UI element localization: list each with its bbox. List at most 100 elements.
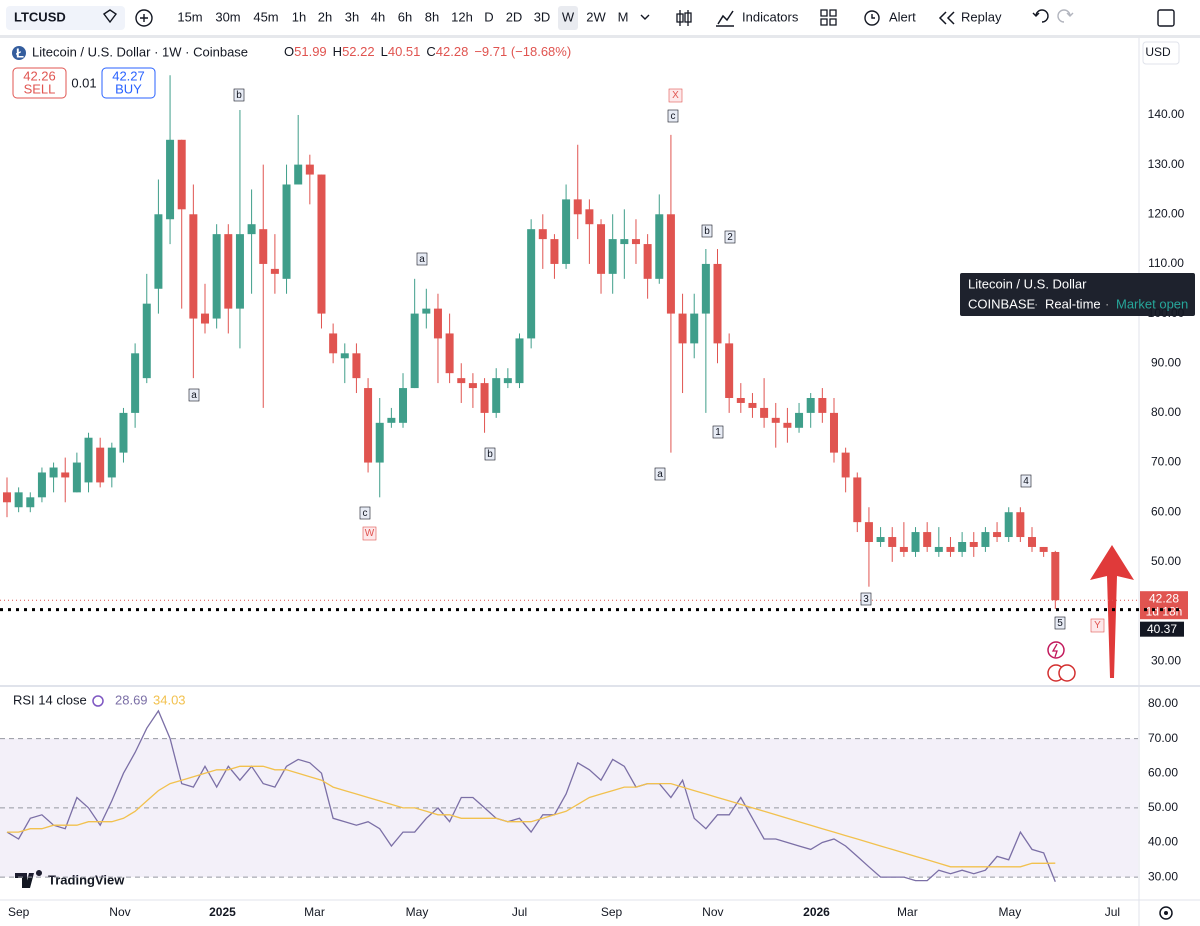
brand-logo — [15, 870, 42, 888]
toolbar-button[interactable]: Alert — [889, 9, 916, 24]
candle-body — [14, 492, 23, 508]
interval[interactable]: 4h — [371, 9, 385, 24]
interval[interactable]: D — [484, 9, 493, 24]
wave-label: 4 — [1023, 476, 1029, 487]
candle-body — [515, 338, 524, 384]
buy-price[interactable]: 42.27 — [112, 68, 145, 83]
candle-body — [294, 164, 303, 185]
candle-body — [352, 353, 361, 379]
toolbar-button[interactable]: Replay — [961, 9, 1002, 24]
indicators-icon[interactable] — [716, 10, 734, 27]
wave-label: a — [419, 254, 425, 265]
x-tick-label: May — [406, 905, 429, 919]
wave-label-box — [667, 109, 679, 123]
interval[interactable]: 12h — [451, 9, 473, 24]
wave-label-box — [359, 506, 371, 520]
ohlc-change: −9.71 (−18.68%) — [474, 44, 571, 59]
y-tick-label: 60.00 — [1151, 504, 1181, 518]
candle-body — [573, 199, 582, 215]
candle-body — [49, 467, 58, 478]
wave-label-box — [1054, 616, 1066, 630]
interval[interactable]: 45m — [253, 9, 278, 24]
wave-label: b — [487, 449, 493, 460]
add-symbol[interactable] — [135, 9, 153, 27]
candle-body — [876, 537, 885, 542]
currency-box[interactable] — [1142, 41, 1180, 65]
sell-button[interactable] — [12, 67, 67, 99]
tooltip-exchange: COINBASE — [968, 296, 1036, 311]
redo[interactable] — [1057, 9, 1074, 23]
undo[interactable] — [1032, 9, 1049, 23]
event-icon[interactable] — [1047, 641, 1065, 659]
candle-body — [1016, 512, 1025, 538]
interval[interactable]: 2h — [318, 9, 332, 24]
interval[interactable]: 3h — [345, 9, 359, 24]
candle-body — [154, 214, 163, 289]
wave-label: X — [672, 90, 679, 101]
interval[interactable]: 30m — [215, 9, 240, 24]
interval-menu[interactable] — [640, 14, 650, 20]
toolbar-button[interactable]: Indicators — [742, 9, 799, 24]
interval[interactable]: 3D — [534, 9, 551, 24]
sell-price[interactable]: 42.26 — [23, 68, 56, 83]
wave-label-box — [668, 88, 683, 103]
candle-body — [701, 263, 710, 314]
interval[interactable]: W — [562, 9, 575, 24]
brand-name: TradingView — [48, 872, 125, 887]
candle-body — [748, 402, 757, 408]
candle-body — [969, 542, 978, 547]
templates-icon[interactable] — [820, 9, 837, 26]
settings-gear[interactable] — [1159, 906, 1173, 920]
candle-body — [853, 477, 862, 523]
interval[interactable]: 6h — [398, 9, 412, 24]
ohlc-letter: L — [381, 44, 388, 59]
candle-body — [119, 412, 128, 453]
tooltip-dot: · — [1034, 296, 1038, 311]
interval[interactable]: 8h — [425, 9, 439, 24]
symbol-icon[interactable] — [102, 9, 118, 24]
candle-body — [131, 353, 140, 413]
countdown: 1d 18h — [1146, 604, 1183, 618]
candle-body — [631, 239, 640, 245]
candle-body — [981, 532, 990, 547]
candle-body — [235, 234, 244, 309]
y-tick-label: 80.00 — [1151, 405, 1181, 419]
chart-title: Litecoin / U.S. Dollar · 1W · Coinbase — [32, 44, 248, 59]
alert-icon[interactable] — [864, 10, 880, 26]
symbol-box[interactable] — [6, 6, 125, 30]
interval[interactable]: 2W — [586, 9, 606, 24]
symbol[interactable]: LTCUSD — [14, 9, 66, 24]
wave-label: a — [657, 469, 663, 480]
candle-body — [841, 452, 850, 478]
candle-body — [445, 333, 454, 374]
x-tick-label: 2025 — [209, 905, 236, 919]
candle-body — [224, 234, 233, 309]
wave-label-box — [654, 467, 666, 481]
candle-body — [678, 313, 687, 344]
candle-body — [317, 174, 326, 314]
interval[interactable]: 1h — [292, 9, 306, 24]
y-tick-label: 70.00 — [1148, 731, 1178, 745]
series-line — [7, 765, 1056, 868]
currency[interactable]: USD — [1145, 45, 1171, 59]
buy-label[interactable]: BUY — [115, 81, 142, 96]
interval[interactable]: 15m — [177, 9, 202, 24]
rsi-title: RSI 14 close — [13, 692, 87, 707]
wave-label: c — [671, 111, 676, 122]
candle-body — [1004, 512, 1013, 538]
economic-event[interactable] — [1058, 664, 1076, 682]
settings-gear-center — [1164, 911, 1168, 915]
sell-label[interactable]: SELL — [24, 81, 56, 96]
interval[interactable]: M — [618, 9, 629, 24]
chart-type-icon[interactable] — [676, 10, 692, 26]
interval[interactable]: 2D — [506, 9, 523, 24]
y-tick-label: 120.00 — [1148, 206, 1185, 220]
buy-button[interactable] — [101, 67, 156, 99]
replay-icon[interactable] — [938, 11, 955, 25]
layout-button[interactable] — [1157, 9, 1175, 27]
wave-label-box — [712, 425, 724, 439]
candle-body — [480, 383, 489, 413]
rsi-settings-icon[interactable] — [92, 695, 104, 707]
